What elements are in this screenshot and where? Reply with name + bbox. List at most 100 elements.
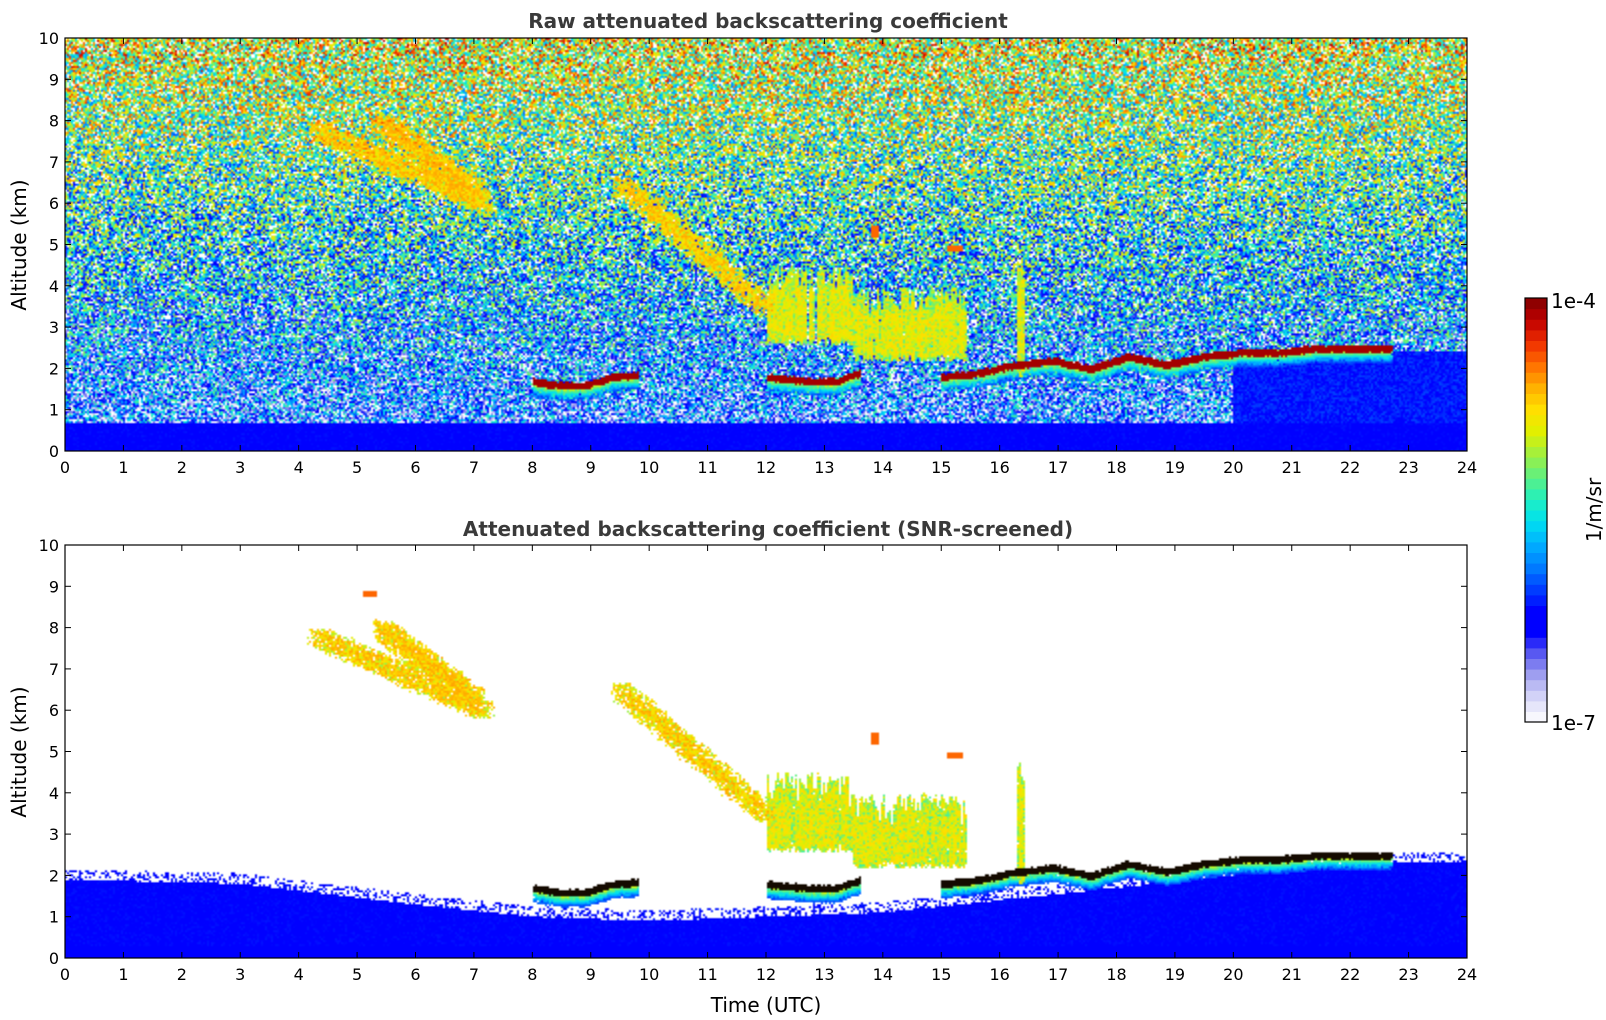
x-tick-label: 8: [527, 965, 537, 984]
y-tick-label: 8: [49, 112, 59, 131]
x-tick-label: 21: [1282, 965, 1302, 984]
colorbar-step: [1525, 435, 1547, 447]
colorbar-step: [1525, 488, 1547, 500]
colorbar-step: [1525, 594, 1547, 606]
colorbar-step: [1525, 298, 1547, 310]
x-tick-label: 10: [639, 458, 659, 477]
x-tick-label: 17: [1048, 458, 1068, 477]
colorbar-step: [1525, 520, 1547, 532]
colorbar-step: [1525, 605, 1547, 617]
colorbar-step: [1525, 563, 1547, 575]
y-tick-label: 8: [49, 619, 59, 638]
colorbar-min-label: 1e-7: [1551, 711, 1596, 735]
colorbar-step: [1525, 372, 1547, 384]
x-tick-label: 16: [989, 458, 1009, 477]
x-tick-label: 13: [814, 965, 834, 984]
colorbar-step: [1525, 616, 1547, 628]
x-tick-label: 11: [697, 458, 717, 477]
colorbar-step: [1525, 340, 1547, 352]
x-tick-label: 21: [1282, 458, 1302, 477]
colorbar-step: [1525, 700, 1547, 712]
colorbar-step: [1525, 637, 1547, 649]
top-axis-ticks: 0 1 2 3 4 5 6 7 8 9 10 11 12 13 14 15 16 17 18 19 20 21 22 23 24…: [39, 29, 1478, 477]
colorbar-step: [1525, 658, 1547, 670]
x-tick-label: 5: [352, 458, 362, 477]
x-tick-label: 0: [60, 965, 70, 984]
x-tick-label: 24: [1457, 965, 1477, 984]
x-tick-label: 17: [1048, 965, 1068, 984]
x-tick-label: 18: [1106, 458, 1126, 477]
colorbar-step: [1525, 626, 1547, 638]
x-tick-label: 2: [177, 965, 187, 984]
y-tick-label: 9: [49, 577, 59, 596]
top-panel: 0 1 2 3 4 5 6 7 8 9 10 11 12 13 14 15 16 17 18 19 20 21 22 23 24…: [39, 29, 1478, 477]
colorbar-max-label: 1e-4: [1551, 289, 1596, 313]
colorbar-unit-label: 1/m/sr: [1582, 477, 1606, 542]
colorbar-step: [1525, 308, 1547, 320]
y-tick-label: 0: [49, 442, 59, 461]
x-tick-label: 4: [294, 458, 304, 477]
top-y-axis-label: Altitude (km): [7, 179, 31, 310]
y-tick-label: 6: [49, 701, 59, 720]
y-tick-label: 5: [49, 236, 59, 255]
top-panel-title: Raw attenuated backscattering coefficien…: [528, 9, 1008, 33]
y-tick-label: 1: [49, 908, 59, 927]
colorbar: 1e-4 1e-7 1/m/sr: [1524, 289, 1606, 735]
colorbar-step: [1525, 573, 1547, 585]
x-tick-label: 19: [1165, 458, 1185, 477]
y-tick-label: 4: [49, 784, 59, 803]
y-tick-label: 2: [49, 866, 59, 885]
y-tick-label: 10: [39, 29, 59, 48]
bottom-heatmap: [65, 545, 1467, 958]
colorbar-step: [1525, 393, 1547, 405]
x-tick-label: 18: [1106, 965, 1126, 984]
y-tick-label: 3: [49, 825, 59, 844]
x-tick-label: 4: [294, 965, 304, 984]
x-tick-label: 15: [931, 965, 951, 984]
x-tick-label: 9: [586, 458, 596, 477]
x-tick-label: 3: [235, 458, 245, 477]
bottom-y-axis-label: Altitude (km): [7, 686, 31, 817]
x-tick-label: 23: [1398, 458, 1418, 477]
y-tick-label: 6: [49, 194, 59, 213]
colorbar-step: [1525, 510, 1547, 522]
colorbar-gradient: [1525, 298, 1547, 723]
x-tick-label: 8: [527, 458, 537, 477]
y-tick-label: 0: [49, 949, 59, 968]
colorbar-step: [1525, 319, 1547, 331]
colorbar-step: [1525, 351, 1547, 363]
colorbar-step: [1525, 382, 1547, 394]
x-tick-label: 15: [931, 458, 951, 477]
x-tick-label: 9: [586, 965, 596, 984]
y-tick-label: 9: [49, 70, 59, 89]
colorbar-step: [1525, 499, 1547, 511]
x-tick-label: 0: [60, 458, 70, 477]
colorbar-step: [1525, 584, 1547, 596]
x-tick-label: 23: [1398, 965, 1418, 984]
x-tick-label: 6: [410, 458, 420, 477]
x-tick-label: 20: [1223, 458, 1243, 477]
x-tick-label: 14: [873, 458, 893, 477]
colorbar-step: [1525, 361, 1547, 373]
x-tick-label: 22: [1340, 458, 1360, 477]
x-tick-label: 13: [814, 458, 834, 477]
colorbar-step: [1525, 669, 1547, 681]
colorbar-step: [1525, 531, 1547, 543]
colorbar-step: [1525, 478, 1547, 490]
y-tick-label: 10: [39, 536, 59, 555]
x-tick-label: 1: [118, 965, 128, 984]
colorbar-step: [1525, 690, 1547, 702]
bottom-panel-title: Attenuated backscattering coefficient (S…: [463, 517, 1073, 541]
colorbar-step: [1525, 647, 1547, 659]
x-tick-label: 5: [352, 965, 362, 984]
colorbar-step: [1525, 457, 1547, 469]
colorbar-step: [1525, 541, 1547, 553]
x-tick-label: 16: [989, 965, 1009, 984]
x-tick-label: 6: [410, 965, 420, 984]
x-tick-label: 12: [756, 965, 776, 984]
x-tick-label: 10: [639, 965, 659, 984]
top-heatmap: [65, 38, 1467, 451]
x-tick-label: 12: [756, 458, 776, 477]
bottom-panel: 0 1 2 3 4 5 6 7 8 9 10 11 12 13 14 15 16 17 18 19 20 21 22 23 24…: [39, 536, 1478, 984]
x-tick-label: 24: [1457, 458, 1477, 477]
